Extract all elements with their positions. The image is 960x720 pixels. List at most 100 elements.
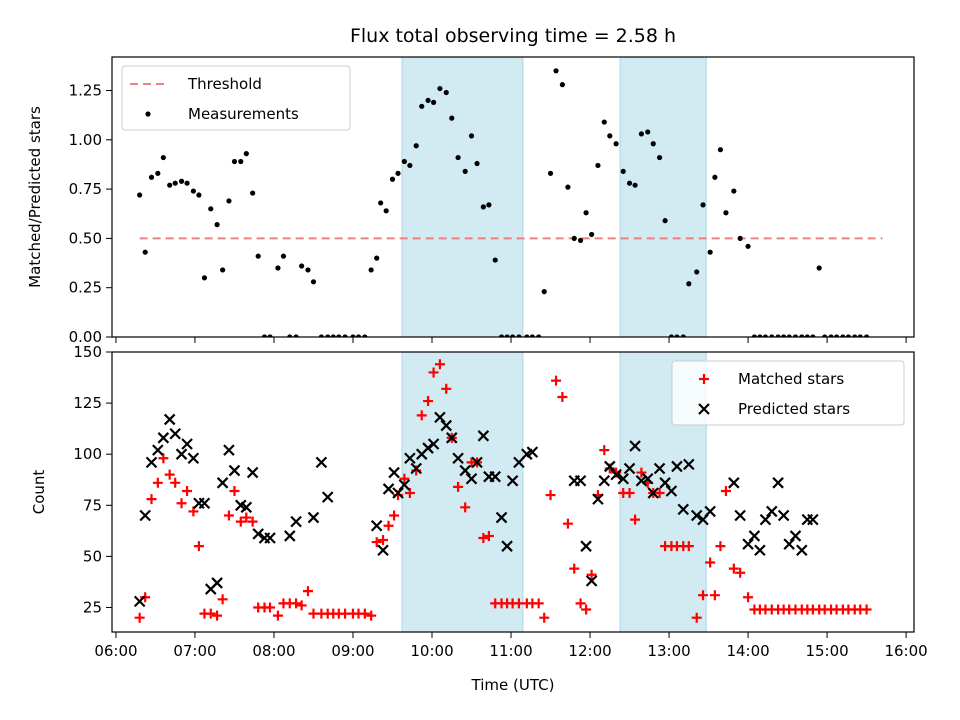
data-point	[462, 168, 468, 174]
data-point	[595, 162, 601, 169]
data-point	[428, 367, 439, 378]
data-point	[720, 485, 731, 496]
data-point	[665, 485, 678, 497]
data-point	[617, 472, 630, 485]
x-tick-label: 12:00	[568, 642, 611, 660]
data-point	[577, 237, 584, 243]
data-point	[574, 474, 587, 487]
data-point	[164, 469, 175, 480]
data-point	[465, 472, 478, 485]
data-point	[610, 468, 622, 481]
data-point	[287, 334, 293, 337]
data-point	[366, 610, 377, 621]
data-point	[529, 334, 535, 337]
data-point	[671, 460, 683, 473]
data-point	[712, 174, 718, 180]
data-point	[691, 612, 702, 623]
data-point	[781, 334, 787, 337]
data-point	[382, 483, 395, 495]
data-point	[460, 502, 471, 513]
data-point	[423, 396, 434, 407]
data-point	[816, 265, 822, 271]
observing-span-0	[401, 56, 524, 338]
data-point	[307, 511, 320, 524]
x-tick-label: 15:00	[805, 642, 848, 660]
data-point	[133, 595, 146, 608]
data-point	[857, 334, 863, 337]
data-point	[264, 532, 276, 544]
data-point	[686, 281, 692, 287]
data-point	[636, 467, 647, 478]
data-point	[607, 133, 613, 139]
data-point	[545, 490, 556, 501]
data-point	[698, 590, 709, 601]
data-point	[142, 249, 148, 255]
data-point	[690, 509, 703, 522]
data-point	[293, 334, 299, 337]
legend-label: Matched stars	[738, 370, 844, 388]
data-point	[807, 513, 819, 526]
data-point	[635, 474, 648, 487]
data-point	[852, 334, 858, 337]
data-point	[748, 530, 761, 542]
data-point	[559, 82, 565, 88]
data-point	[430, 99, 437, 105]
data-point	[231, 158, 238, 165]
data-point	[240, 501, 253, 514]
data-point	[155, 170, 161, 176]
x-tick-label: 16:00	[884, 642, 927, 660]
data-point	[272, 610, 283, 621]
legend: Matched stars Predicted stars	[671, 360, 905, 426]
data-point	[302, 586, 313, 597]
data-point	[407, 162, 413, 169]
data-point	[742, 538, 754, 550]
data-point	[504, 334, 510, 337]
data-point	[158, 453, 169, 464]
x-tick-label: 06:00	[94, 642, 137, 660]
data-point	[355, 334, 362, 337]
data-point	[623, 462, 636, 475]
x-tick-label: 10:00	[410, 642, 453, 660]
data-point	[734, 509, 746, 522]
data-point	[495, 511, 508, 524]
data-point	[735, 567, 746, 578]
data-point	[137, 192, 143, 198]
data-point	[599, 445, 610, 456]
data-point	[178, 178, 185, 184]
plot-area	[133, 359, 872, 623]
data-point	[477, 430, 490, 442]
data-point	[291, 598, 302, 609]
data-point	[445, 432, 458, 444]
data-point	[592, 493, 604, 505]
data-point	[662, 218, 668, 224]
data-point	[480, 204, 486, 210]
data-point	[228, 464, 241, 477]
data-point	[743, 592, 754, 603]
x-tick-label: 13:00	[647, 642, 690, 660]
data-point	[246, 466, 259, 479]
y-tick-label: 75	[83, 496, 102, 514]
legend-swatch	[145, 111, 151, 117]
data-point	[810, 334, 816, 337]
data-point	[468, 133, 475, 139]
data-point	[745, 243, 751, 249]
data-point	[318, 334, 324, 337]
data-point	[677, 503, 690, 516]
data-point	[440, 419, 453, 432]
data-point	[630, 514, 641, 525]
data-point	[541, 289, 547, 295]
data-point	[547, 170, 554, 176]
legend: Threshold Measurements	[121, 65, 351, 131]
data-point	[861, 604, 872, 615]
legend-box	[121, 65, 351, 131]
data-point	[474, 160, 480, 167]
data-point	[208, 206, 214, 212]
data-point	[674, 334, 680, 337]
data-point	[176, 498, 187, 509]
data-point	[145, 456, 158, 469]
legend-label: Measurements	[188, 105, 299, 123]
data-point	[184, 180, 190, 186]
plot-area	[137, 68, 883, 337]
data-point	[533, 598, 544, 609]
data-point	[452, 452, 464, 465]
